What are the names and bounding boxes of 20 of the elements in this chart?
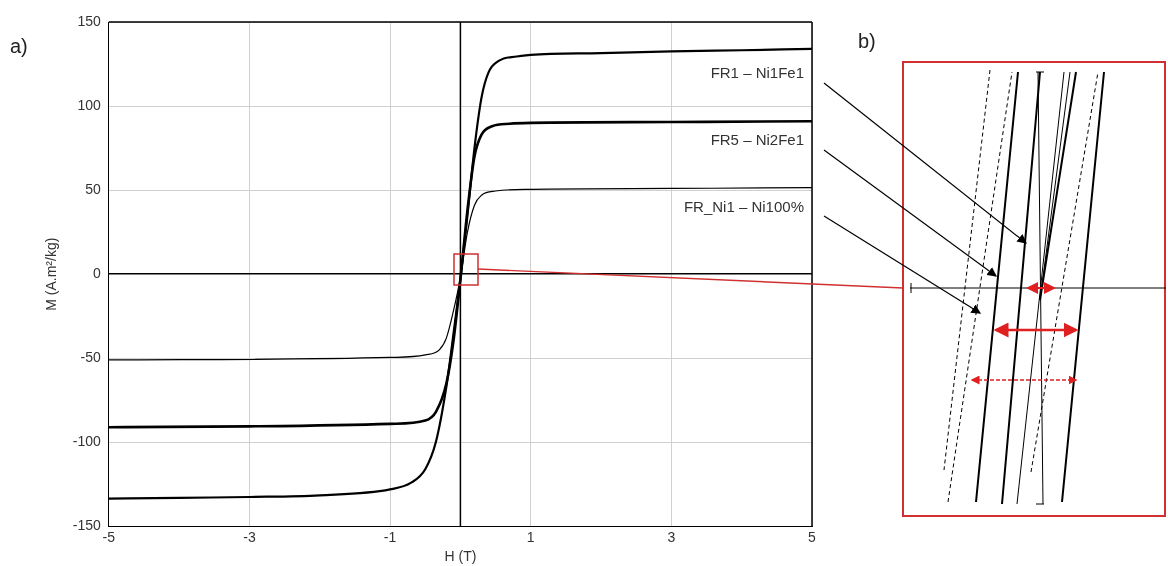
y-tick-label: -100	[72, 433, 102, 450]
y-axis-title: M (A.m²/kg)	[43, 237, 60, 311]
series-label: FR1 – Ni1Fe1	[710, 64, 804, 82]
x-tick-label: -1	[383, 528, 397, 545]
x-tick-label: 5	[808, 528, 817, 545]
x-axis-title: H (T)	[444, 548, 477, 565]
y-tick-label: -50	[80, 349, 102, 366]
y-tick-label: -150	[72, 517, 102, 534]
series-label: FR5 – Ni2Fe1	[710, 131, 804, 149]
y-tick-label: 0	[93, 265, 102, 282]
x-tick-label: -5	[102, 528, 116, 545]
y-tick-label: 100	[77, 96, 102, 113]
text: b)	[858, 30, 876, 53]
y-tick-label: 150	[77, 12, 102, 29]
text: a)	[10, 35, 28, 58]
y-tick-label: 50	[85, 180, 102, 197]
x-tick-label: -3	[243, 528, 256, 545]
x-tick-label: 1	[526, 528, 535, 545]
x-tick-label: 3	[667, 528, 676, 545]
series-label: FR_Ni1 – Ni100%	[683, 198, 804, 216]
